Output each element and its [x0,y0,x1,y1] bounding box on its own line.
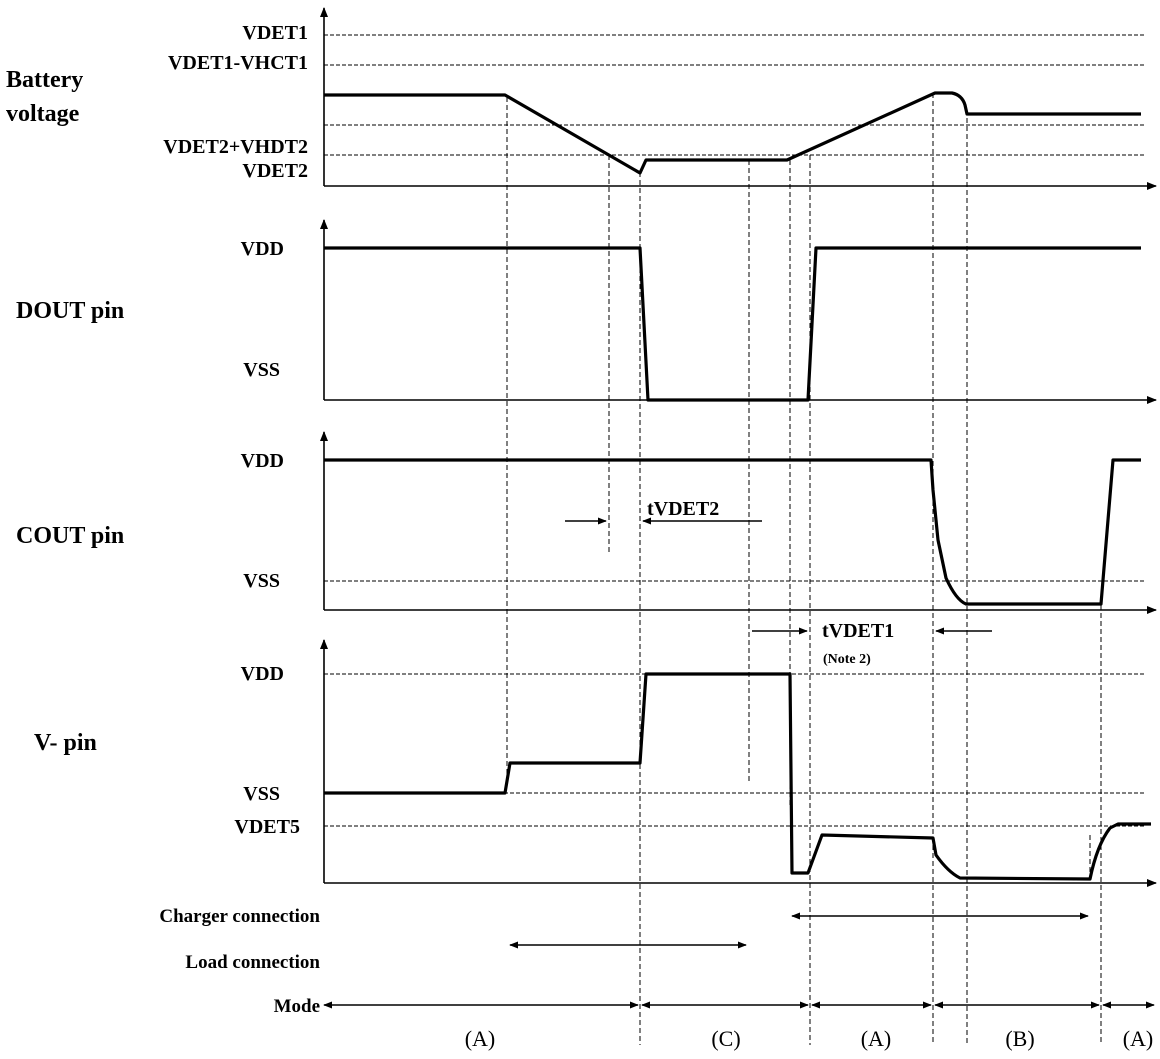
battery-voltage-panel: VDET1 VDET1-VHCT1 VDET2+VHDT2 VDET2 Batt… [6,7,1157,190]
battery-title-line2: voltage [6,101,80,127]
tvdet1-annotation: tVDET1 (Note 2) [752,620,992,667]
vdet1-vhct1-label: VDET1-VHCT1 [168,52,308,74]
mode-row: Mode (A) (C) (A) (B) (A) [274,996,1155,1051]
mode-segment-a2: (A) [861,1026,892,1051]
vdet2-label: VDET2 [242,160,308,182]
vminus-waveform [324,672,1151,881]
cout-title: COUT pin [16,523,124,549]
vminus-title: V- pin [34,730,97,756]
battery-voltage-waveform [324,91,1141,175]
event-lines [506,93,1102,1045]
tvdet2-label: tVDET2 [647,498,719,520]
mode-label: Mode [274,996,320,1017]
tvdet1-note: (Note 2) [823,652,871,667]
cout-waveform [324,458,1141,606]
mode-segment-c: (C) [711,1026,740,1051]
cout-vss-label: VSS [243,570,280,592]
vdet1-label: VDET1 [242,22,308,44]
dout-waveform [324,246,1141,402]
dout-title: DOUT pin [16,298,124,324]
mode-segment-a1: (A) [465,1026,496,1051]
dout-vss-label: VSS [243,359,280,381]
vminus-vss-label: VSS [243,783,280,805]
vminus-pin-panel: VDD VSS VDET5 V- pin [34,639,1157,887]
charger-connection-label: Charger connection [159,906,320,927]
tvdet2-annotation: tVDET2 [565,498,762,525]
tvdet1-label: tVDET1 [822,620,894,642]
cout-vdd-label: VDD [241,450,284,472]
vminus-vdd-label: VDD [241,663,284,685]
mode-segment-b: (B) [1005,1026,1034,1051]
dout-pin-panel: VDD VSS DOUT pin [16,219,1157,404]
battery-title-line1: Battery [6,67,83,93]
mode-segment-a3: (A) [1123,1026,1154,1051]
dout-vdd-label: VDD [241,238,284,260]
connection-arrows: Charger connection Load connection [159,906,1089,973]
vdet2-vhdt2-label: VDET2+VHDT2 [163,136,308,158]
load-connection-label: Load connection [185,952,320,973]
cout-pin-panel: VDD VSS COUT pin [16,431,1157,614]
vminus-vdet5-label: VDET5 [234,816,300,838]
